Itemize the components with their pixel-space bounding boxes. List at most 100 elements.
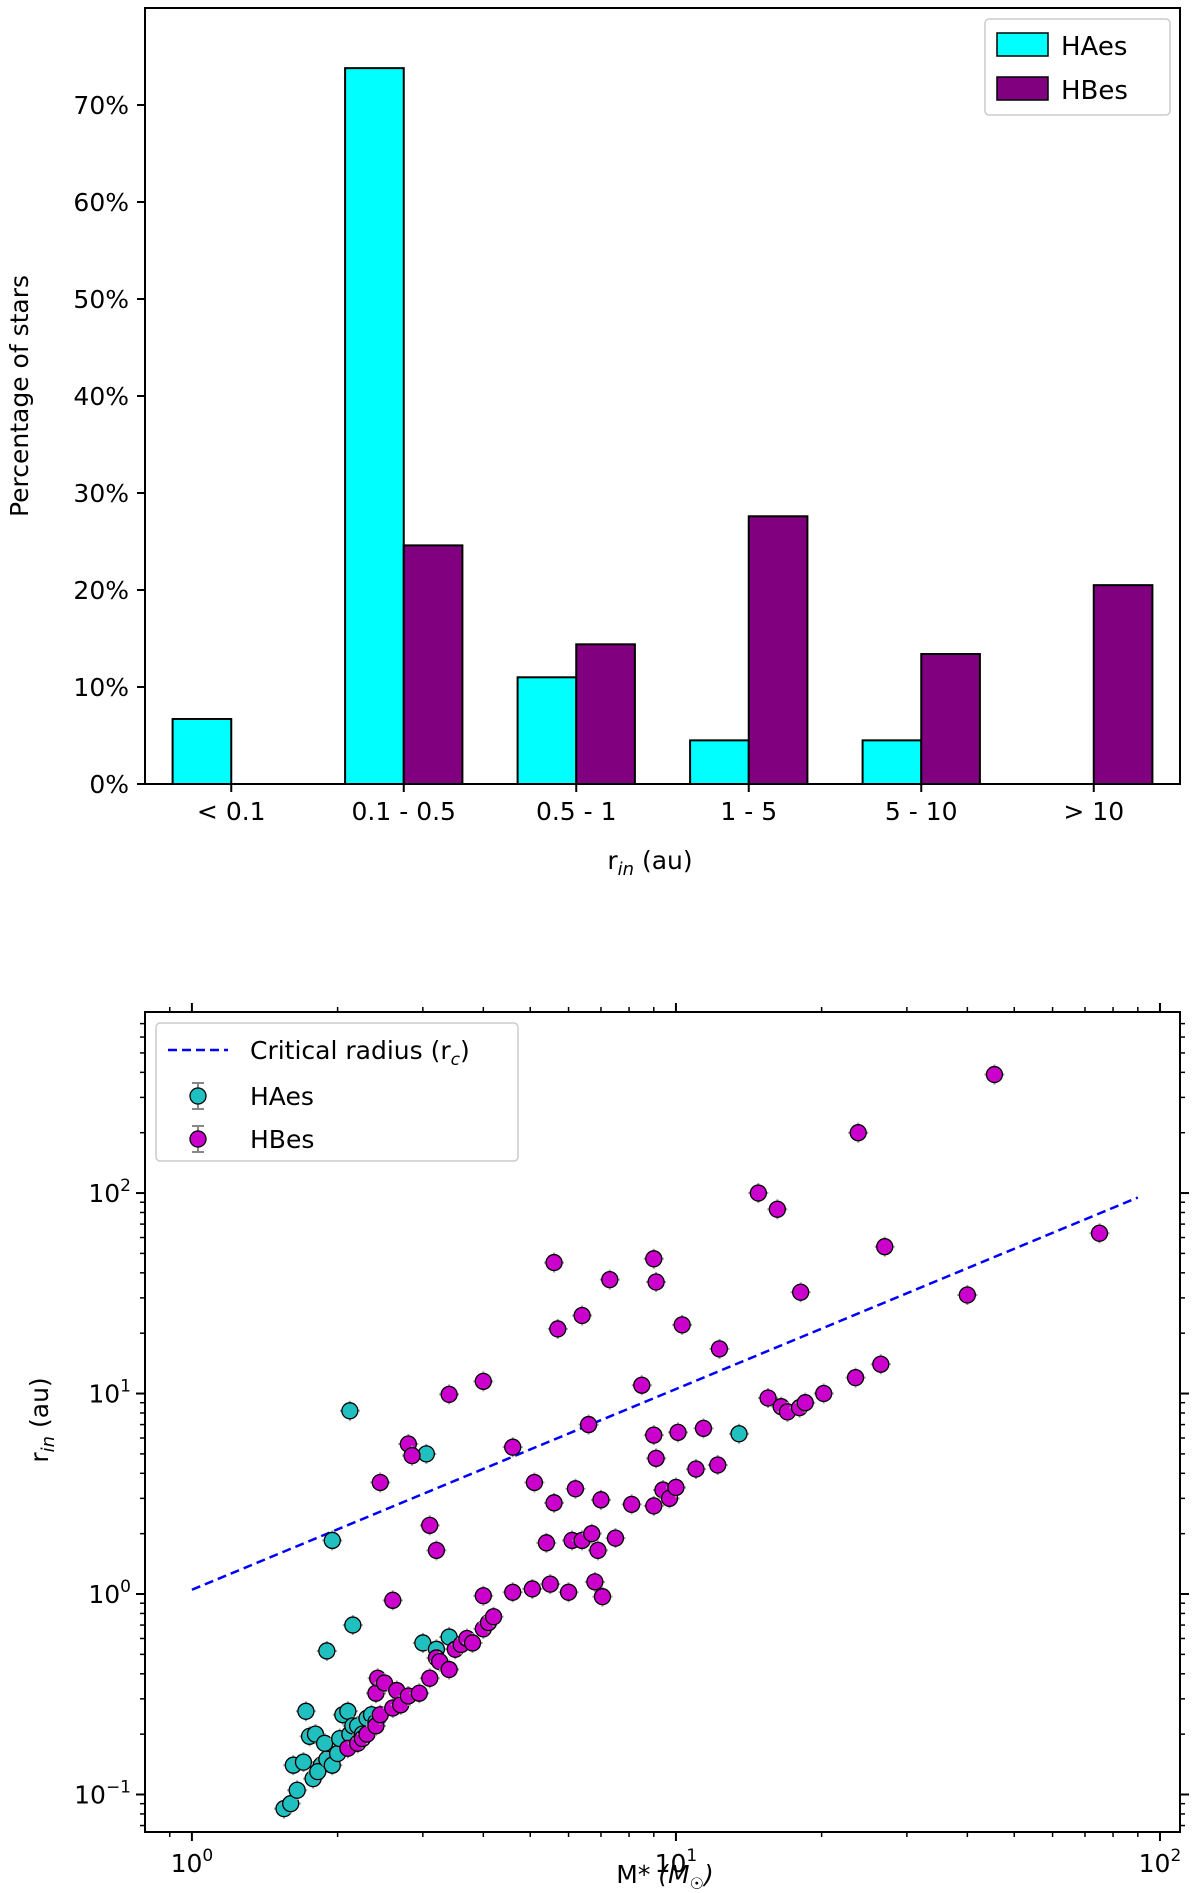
point-marker-haes [323, 1531, 341, 1550]
scatter-x-ticks: 100 101 102 [171, 1003, 1182, 1878]
point-hbes [813, 1383, 834, 1404]
point-marker-haes [341, 1402, 359, 1420]
point-marker-hbes [958, 1286, 977, 1304]
point-hbes [370, 1472, 391, 1493]
histogram-plot-frame [144, 7, 1181, 785]
scatter-y-ticks: 10−1 100 101 102 [74, 1176, 1189, 1809]
point-hbes [426, 1540, 447, 1561]
scatter-legend-label-critical-radius: Critical radius (rc) [250, 1036, 470, 1070]
point-marker-hbes [633, 1376, 651, 1394]
point-marker-hbes [375, 1674, 394, 1692]
bar-hbes-0-1-0-5 [402, 544, 464, 785]
bar-hbes-5-10 [920, 653, 981, 786]
point-hbes [565, 1478, 586, 1499]
scatter-points [274, 1064, 1110, 1819]
point-hbes [845, 1367, 866, 1388]
point-haes [280, 1793, 301, 1814]
point-hbes [1089, 1223, 1110, 1244]
point-marker-haes [288, 1781, 306, 1799]
point-marker-hbes [645, 1497, 663, 1515]
point-marker-hbes [589, 1541, 607, 1560]
scatter-minor-ticks [140, 1007, 1185, 1837]
point-haes [342, 1615, 363, 1636]
point-hbes [643, 1248, 664, 1269]
point-hbes [984, 1064, 1005, 1085]
histogram-y-tick-label: 50% [73, 285, 129, 314]
point-marker-hbes [463, 1634, 482, 1652]
point-hbes [382, 1590, 403, 1611]
histogram-legend-label-hbes: HBes [1061, 76, 1128, 106]
histogram-legend-label-haes: HAes [1061, 32, 1127, 62]
point-hbes [502, 1582, 523, 1603]
point-haes [729, 1423, 750, 1444]
histogram-legend-swatch-haes [996, 32, 1049, 57]
point-hbes [572, 1305, 593, 1326]
histogram-legend-swatch-hbes [996, 76, 1049, 101]
histogram-y-tick-label: 40% [73, 382, 129, 411]
scatter-y-axis-label: rin (au) [25, 1377, 59, 1462]
histogram-y-tick-label: 30% [73, 479, 129, 508]
point-marker-haes [417, 1445, 435, 1463]
point-marker-haes [294, 1753, 313, 1771]
point-marker-hbes [759, 1389, 777, 1407]
point-marker-hbes [768, 1200, 786, 1218]
scatter-y-tick-label: 100 [88, 1577, 131, 1609]
point-hbes [544, 1492, 565, 1513]
point-marker-hbes [573, 1306, 591, 1325]
point-hbes [581, 1523, 602, 1544]
scatter-x-tick-label: 102 [1139, 1846, 1182, 1878]
point-hbes [473, 1585, 494, 1606]
point-marker-hbes [606, 1529, 625, 1547]
histogram-x-tick-label: 0.5 - 1 [536, 797, 617, 826]
point-marker-hbes [710, 1340, 729, 1358]
scatter-plot-frame [144, 1011, 1181, 1833]
point-haes [322, 1530, 343, 1551]
point-hbes [402, 1445, 423, 1466]
scatter-y-axis-label-subscript: in [38, 1436, 59, 1452]
histogram-legend: HAes HBes [984, 18, 1171, 116]
scatter-y-tick-label: 10−1 [74, 1777, 131, 1809]
point-hbes [409, 1683, 430, 1704]
point-marker-hbes [371, 1473, 389, 1492]
histogram-y-tick-label: 70% [73, 91, 129, 120]
point-marker-hbes [504, 1583, 522, 1601]
point-marker-hbes [474, 1587, 492, 1605]
point-marker-hbes [586, 1573, 604, 1591]
point-marker-haes [309, 1762, 327, 1781]
point-haes [339, 1400, 360, 1421]
point-marker-hbes [583, 1525, 601, 1543]
point-marker-hbes [421, 1516, 439, 1535]
point-hbes [462, 1632, 483, 1653]
point-hbes [758, 1387, 779, 1408]
point-hbes [790, 1282, 811, 1303]
histogram-x-tick-label: < 0.1 [197, 797, 266, 826]
point-hbes [643, 1425, 664, 1446]
point-hbes [668, 1422, 689, 1443]
point-hbes [795, 1392, 816, 1413]
point-marker-hbes [545, 1494, 563, 1512]
bar-hbes-10 [1092, 584, 1154, 786]
scatter-legend-frame [155, 1022, 519, 1162]
histogram-y-tick-label: 0% [89, 770, 129, 799]
point-marker-hbes [846, 1369, 865, 1387]
histogram-x-tick-label: 5 - 10 [885, 797, 958, 826]
point-hbes [957, 1285, 978, 1306]
point-hbes [502, 1437, 523, 1458]
histogram-y-axis-label: Percentage of stars [5, 275, 34, 517]
bar-haes-0-1-0-5 [344, 67, 405, 785]
point-haes [416, 1443, 437, 1464]
point-hbes [665, 1477, 686, 1498]
point-hbes [874, 1236, 895, 1257]
scatter-legend: Critical radius (rc) HAes HBes [155, 1022, 519, 1162]
point-hbes [870, 1354, 891, 1375]
point-hbes [540, 1574, 561, 1595]
point-hbes [767, 1199, 788, 1220]
bar-haes-0-5-1 [516, 676, 578, 785]
bar-haes-5-10 [861, 739, 923, 785]
point-marker-hbes [669, 1423, 687, 1442]
point-marker-hbes [421, 1669, 439, 1687]
point-marker-hbes [593, 1588, 612, 1606]
point-hbes [672, 1314, 693, 1335]
point-hbes [707, 1455, 728, 1476]
histogram-chart: 0% 10% 20% 30% 40% 50% 60% 70% < 0.1 0.1 - 0.5 0.… [5, 7, 1181, 880]
